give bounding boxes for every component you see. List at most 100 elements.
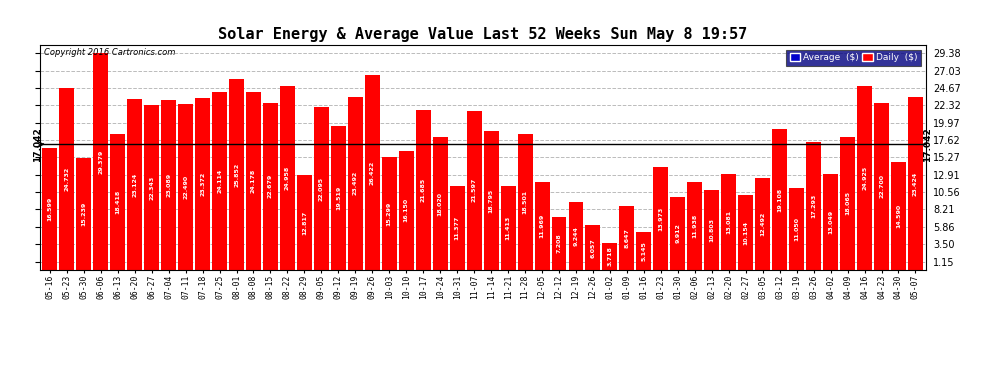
Text: 9.912: 9.912 (675, 224, 680, 243)
Text: 23.089: 23.089 (166, 173, 171, 197)
Text: 17.042: 17.042 (34, 127, 43, 162)
Bar (399, 151, 414, 270)
Bar (874, 102, 889, 270)
Bar (331, 126, 346, 270)
Text: 23.492: 23.492 (352, 171, 357, 195)
Text: 17.293: 17.293 (811, 194, 816, 218)
Bar (806, 142, 821, 270)
Bar (76, 158, 91, 270)
Bar (670, 197, 685, 270)
Bar (382, 157, 397, 270)
Bar (280, 86, 295, 270)
Bar (59, 87, 74, 270)
Bar (620, 206, 635, 270)
Bar (501, 186, 516, 270)
Text: 17.042: 17.042 (923, 127, 932, 162)
Bar (263, 103, 278, 270)
Bar (365, 75, 380, 270)
Bar (857, 86, 872, 270)
Text: 22.343: 22.343 (149, 176, 154, 200)
Text: 3.718: 3.718 (608, 246, 613, 266)
Text: 8.647: 8.647 (625, 228, 630, 248)
Bar (585, 225, 600, 270)
Text: 18.020: 18.020 (438, 192, 443, 216)
Text: 24.958: 24.958 (285, 166, 290, 190)
Text: 9.244: 9.244 (573, 226, 578, 246)
Bar (789, 189, 804, 270)
Text: 13.081: 13.081 (727, 210, 732, 234)
Bar (568, 202, 583, 270)
Bar (772, 129, 787, 270)
Text: 18.501: 18.501 (523, 190, 528, 214)
Bar (466, 111, 481, 270)
Text: 10.154: 10.154 (743, 220, 748, 245)
Bar (841, 137, 855, 270)
Bar (637, 232, 651, 270)
Text: 13.973: 13.973 (658, 206, 663, 231)
Bar (908, 97, 923, 270)
Text: 23.372: 23.372 (200, 172, 205, 196)
Text: 19.519: 19.519 (336, 186, 341, 210)
Bar (653, 167, 668, 270)
Text: 23.124: 23.124 (132, 172, 138, 197)
Text: 25.852: 25.852 (234, 162, 239, 187)
Bar (212, 92, 227, 270)
Text: 5.145: 5.145 (642, 241, 646, 261)
Text: 16.150: 16.150 (404, 198, 409, 222)
Text: 7.208: 7.208 (556, 234, 561, 253)
Text: 18.065: 18.065 (845, 191, 850, 215)
Bar (127, 99, 143, 270)
Text: 18.795: 18.795 (489, 189, 494, 213)
Bar (297, 176, 312, 270)
Bar (145, 105, 159, 270)
Text: 12.817: 12.817 (302, 211, 307, 235)
Bar (347, 97, 362, 270)
Text: 29.379: 29.379 (98, 150, 103, 174)
Text: 15.299: 15.299 (387, 201, 392, 226)
Text: 6.057: 6.057 (590, 238, 595, 258)
Text: 24.732: 24.732 (64, 166, 69, 191)
Bar (93, 53, 108, 270)
Text: 14.590: 14.590 (896, 204, 901, 228)
Text: 12.492: 12.492 (760, 212, 765, 236)
Bar (551, 217, 566, 270)
Text: 24.178: 24.178 (251, 169, 256, 193)
Text: 22.095: 22.095 (319, 177, 324, 201)
Bar (603, 243, 618, 270)
Text: 15.239: 15.239 (81, 202, 86, 226)
Text: 10.803: 10.803 (709, 218, 714, 242)
Legend: Average  ($), Daily  ($): Average ($), Daily ($) (786, 50, 921, 66)
Text: 26.422: 26.422 (370, 160, 375, 184)
Text: 22.679: 22.679 (268, 174, 273, 198)
Bar (518, 134, 533, 270)
Bar (891, 162, 906, 270)
Bar (755, 178, 770, 270)
Bar (704, 190, 720, 270)
Bar (246, 92, 261, 270)
Text: 19.108: 19.108 (777, 188, 782, 211)
Bar (110, 134, 125, 270)
Bar (195, 98, 210, 270)
Text: 11.969: 11.969 (540, 214, 545, 238)
Bar (823, 174, 839, 270)
Text: 22.490: 22.490 (183, 175, 188, 199)
Bar (484, 131, 499, 270)
Text: 21.597: 21.597 (471, 178, 476, 203)
Bar (722, 174, 737, 270)
Bar (229, 79, 244, 270)
Text: 16.599: 16.599 (48, 196, 52, 221)
Text: 11.938: 11.938 (692, 214, 697, 238)
Bar (433, 137, 447, 270)
Text: 13.049: 13.049 (828, 210, 834, 234)
Bar (314, 107, 329, 270)
Text: Copyright 2016 Cartronics.com: Copyright 2016 Cartronics.com (44, 48, 175, 57)
Bar (739, 195, 753, 270)
Bar (449, 186, 464, 270)
Text: 18.418: 18.418 (115, 190, 120, 214)
Text: 21.685: 21.685 (421, 178, 426, 202)
Bar (535, 182, 549, 270)
Bar (416, 110, 431, 270)
Bar (43, 147, 57, 270)
Text: 11.050: 11.050 (794, 217, 799, 241)
Text: 23.424: 23.424 (913, 171, 918, 196)
